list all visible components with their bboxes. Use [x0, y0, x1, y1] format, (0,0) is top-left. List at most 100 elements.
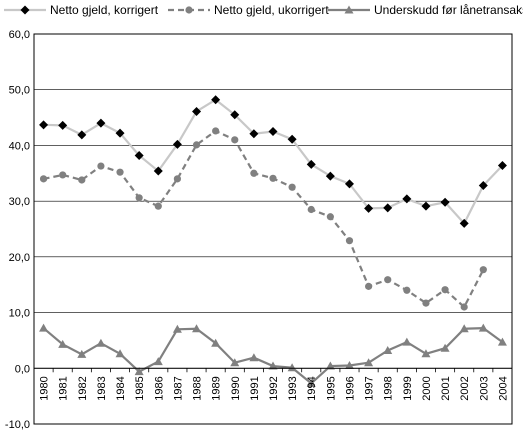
- series-line: [42, 327, 504, 385]
- x-tick-label: 2002: [459, 376, 471, 400]
- y-tick-label: 10,0: [9, 308, 30, 320]
- legend: Netto gjeld, korrigert Netto gjeld, ukorr…: [4, 3, 523, 17]
- data-point-diamond: [268, 127, 278, 136]
- data-point-triangle: [383, 345, 393, 354]
- data-point-circle: [460, 303, 468, 311]
- data-point-circle: [422, 299, 430, 307]
- data-point-circle: [116, 168, 124, 176]
- data-point-circle: [384, 276, 392, 284]
- data-point-diamond: [58, 120, 68, 130]
- data-point-diamond: [115, 128, 125, 138]
- data-point-diamond: [440, 197, 450, 207]
- data-point-circle: [154, 202, 162, 210]
- data-point-diamond: [306, 159, 316, 169]
- data-point-triangle: [211, 338, 221, 347]
- data-point-triangle: [249, 353, 259, 362]
- x-tick-label: 1984: [115, 376, 127, 400]
- data-point-diamond: [364, 203, 374, 213]
- data-point-diamond: [402, 194, 412, 204]
- x-tick-label: 1980: [39, 376, 51, 400]
- x-tick-label: 2000: [421, 376, 433, 400]
- data-point-triangle: [287, 363, 297, 372]
- data-point-triangle: [421, 349, 431, 358]
- data-point-circle: [97, 162, 105, 170]
- y-tick-label: 30,0: [9, 196, 30, 208]
- data-point-circle: [307, 205, 315, 214]
- legend-label: Netto gjeld, ukorrigert: [214, 3, 329, 17]
- data-point-circle: [231, 136, 239, 144]
- x-tick-label: 1987: [172, 376, 184, 400]
- y-axis-tick-labels: 60,0 50,0 40,0 30,0 20,0 10,0 0,0 -10,0: [5, 29, 30, 430]
- series-3: [39, 323, 507, 387]
- series-line: [43, 98, 504, 226]
- x-tick-label: 1986: [153, 376, 165, 400]
- x-tick-label: 1991: [249, 376, 261, 400]
- data-point-triangle: [325, 361, 335, 370]
- data-point-diamond: [230, 110, 240, 120]
- x-tick-label: 1989: [211, 376, 223, 400]
- y-tick-label: 40,0: [9, 140, 30, 152]
- x-tick-label: 1999: [402, 376, 414, 400]
- x-tick-label: 1994: [306, 376, 318, 400]
- x-tick-label: 1996: [344, 376, 356, 400]
- data-point-diamond: [421, 201, 431, 211]
- x-tick-label: 1998: [383, 376, 395, 400]
- x-tick-label: 1985: [134, 376, 146, 400]
- legend-item: Netto gjeld, ukorrigert: [168, 3, 329, 17]
- legend-label: Netto gjeld, korrigert: [50, 3, 159, 17]
- data-point-triangle: [306, 378, 316, 387]
- data-point-triangle: [172, 324, 182, 333]
- data-point-diamond: [153, 166, 163, 176]
- data-point-diamond: [478, 181, 488, 191]
- x-tick-label: 1982: [77, 376, 89, 400]
- series-2: [39, 127, 487, 311]
- x-tick-label: 1992: [268, 376, 280, 400]
- data-point-triangle: [77, 349, 87, 358]
- data-point-circle: [39, 175, 48, 183]
- data-point-diamond: [325, 171, 335, 181]
- data-point-triangle: [364, 358, 374, 367]
- data-point-circle: [326, 213, 334, 221]
- x-tick-label: 1997: [364, 376, 376, 400]
- x-tick-label: 1995: [325, 376, 337, 400]
- data-point-diamond: [211, 95, 221, 105]
- data-point-circle: [345, 237, 354, 245]
- data-point-diamond: [134, 150, 144, 160]
- data-point-circle: [185, 6, 193, 14]
- x-tick-label: 2003: [478, 376, 490, 400]
- data-point-triangle: [153, 357, 163, 366]
- data-point-triangle: [39, 323, 49, 332]
- x-tick-label: 1988: [192, 376, 204, 400]
- data-point-triangle: [478, 323, 488, 332]
- data-point-circle: [59, 171, 67, 179]
- data-point-diamond: [459, 218, 469, 228]
- y-tick-label: 50,0: [9, 85, 30, 97]
- data-point-circle: [403, 286, 411, 294]
- x-axis-tick-labels: 1980 1981 1982 1983 1984 1985 1986 1987 1988 1989…: [33, 368, 513, 401]
- data-point-circle: [269, 174, 277, 182]
- data-point-triangle: [96, 338, 106, 347]
- data-point-triangle: [459, 324, 469, 333]
- data-point-circle: [212, 127, 220, 135]
- y-tick-label: 60,0: [9, 29, 30, 41]
- x-tick-label: 1993: [287, 376, 299, 400]
- series-1: [39, 95, 507, 228]
- series-line: [43, 129, 485, 309]
- data-point-diamond: [20, 5, 30, 15]
- data-point-circle: [173, 175, 181, 183]
- series-layer: [39, 95, 507, 387]
- data-point-diamond: [249, 129, 259, 139]
- y-tick-label: 0,0: [15, 363, 30, 375]
- x-tick-label: 2004: [497, 376, 509, 400]
- legend-label: Underskudd før lånetransaksjoner: [374, 3, 523, 17]
- x-tick-label: 1990: [230, 376, 242, 400]
- plot-frame: [33, 33, 513, 425]
- data-point-diamond: [344, 179, 354, 189]
- data-point-triangle: [497, 337, 507, 346]
- data-point-diamond: [192, 106, 202, 116]
- data-point-triangle: [344, 361, 354, 369]
- data-point-circle: [135, 194, 143, 202]
- legend-item: Underskudd før lånetransaksjoner: [328, 3, 523, 17]
- data-point-diamond: [383, 203, 393, 213]
